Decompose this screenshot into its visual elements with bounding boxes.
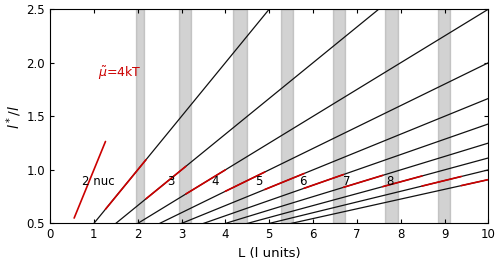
- Text: 6: 6: [299, 175, 306, 188]
- Bar: [333, 9, 345, 223]
- Text: 2 nuc: 2 nuc: [82, 175, 114, 188]
- Bar: [438, 9, 450, 223]
- Bar: [136, 9, 144, 223]
- Bar: [234, 9, 247, 223]
- Bar: [282, 9, 294, 223]
- Text: 3: 3: [168, 175, 175, 188]
- Text: 4: 4: [212, 175, 219, 188]
- Text: 8: 8: [386, 175, 394, 188]
- Bar: [386, 9, 398, 223]
- Text: 5: 5: [255, 175, 262, 188]
- Bar: [180, 9, 191, 223]
- X-axis label: L (l units): L (l units): [238, 247, 300, 260]
- Y-axis label: $l^*/l$: $l^*/l$: [4, 104, 24, 129]
- Text: $\tilde{\mu}$=4kT: $\tilde{\mu}$=4kT: [98, 65, 142, 82]
- Text: 7: 7: [343, 175, 350, 188]
